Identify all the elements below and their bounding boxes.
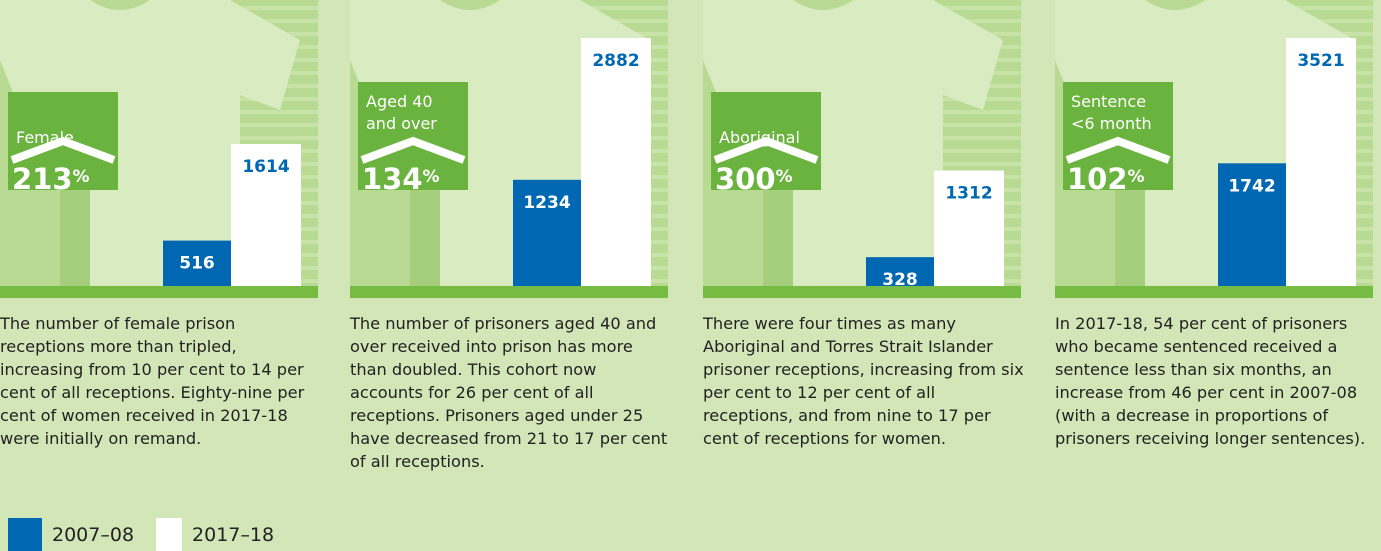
change-number: 134 <box>362 162 423 196</box>
change-number: 213 <box>12 162 73 196</box>
change-unit: % <box>73 167 90 187</box>
badge-label: and over <box>366 114 437 133</box>
change-unit: % <box>776 167 793 187</box>
legend-swatch <box>156 518 182 551</box>
bar <box>1286 38 1356 286</box>
change-unit: % <box>1128 167 1145 187</box>
value-label: 1312 <box>945 184 992 204</box>
caption: The number of prisoners aged 40 and over… <box>350 312 672 473</box>
value-label: 516 <box>179 254 215 274</box>
legend: 2007–08 2017–18 <box>8 518 274 551</box>
ground <box>703 286 1021 298</box>
change-number: 102 <box>1067 162 1128 196</box>
legend-swatch <box>8 518 42 551</box>
value-label: 1614 <box>242 157 289 177</box>
bar <box>581 38 651 286</box>
chart-panel: Aged 40 and over 134% 1234 2882 <box>350 0 670 300</box>
ground <box>0 286 318 298</box>
ground <box>350 286 668 298</box>
legend-label: 2017–18 <box>192 524 274 546</box>
ground <box>1055 286 1373 298</box>
legend-label: 2007–08 <box>52 524 134 546</box>
value-label: 2882 <box>592 51 639 71</box>
chart-panel: Sentence <6 month 102% 1742 3521 <box>1055 0 1375 300</box>
badge-label: Sentence <box>1071 92 1146 111</box>
caption: In 2017-18, 54 per cent of prisoners who… <box>1055 312 1377 450</box>
badge-label: <6 month <box>1071 114 1152 133</box>
change-unit: % <box>423 167 440 187</box>
value-label: 1742 <box>1228 176 1275 196</box>
value-label: 1234 <box>523 193 570 213</box>
value-label: 3521 <box>1297 51 1344 71</box>
value-label: 328 <box>882 270 918 290</box>
badge-label: Aged 40 <box>366 92 433 111</box>
caption: The number of female prison receptions m… <box>0 312 322 450</box>
caption: There were four times as many Aboriginal… <box>703 312 1025 450</box>
change-number: 300 <box>715 162 776 196</box>
page: Female213%5161614The number of female pr… <box>0 0 1381 551</box>
